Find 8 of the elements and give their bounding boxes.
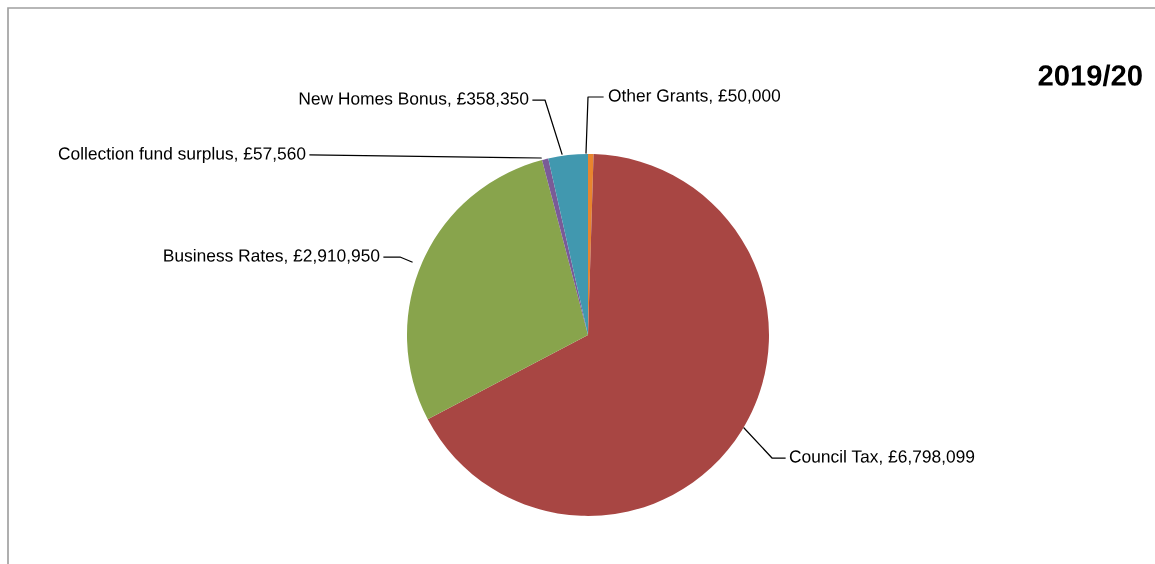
slice-label: New Homes Bonus, £358,350 [299,92,529,107]
text: 2019/20 [1038,64,1142,87]
slice-label: Council Tax, £6,798,099 [789,449,975,465]
pie-slice [427,154,769,516]
pie-slice [407,159,588,420]
slice-label: Business Rates, £2,910,950 [164,248,380,264]
slice-label: Other Grants, £50,000 [608,88,781,104]
slice-label: Collection fund surplus, £57,560 [58,146,306,164]
